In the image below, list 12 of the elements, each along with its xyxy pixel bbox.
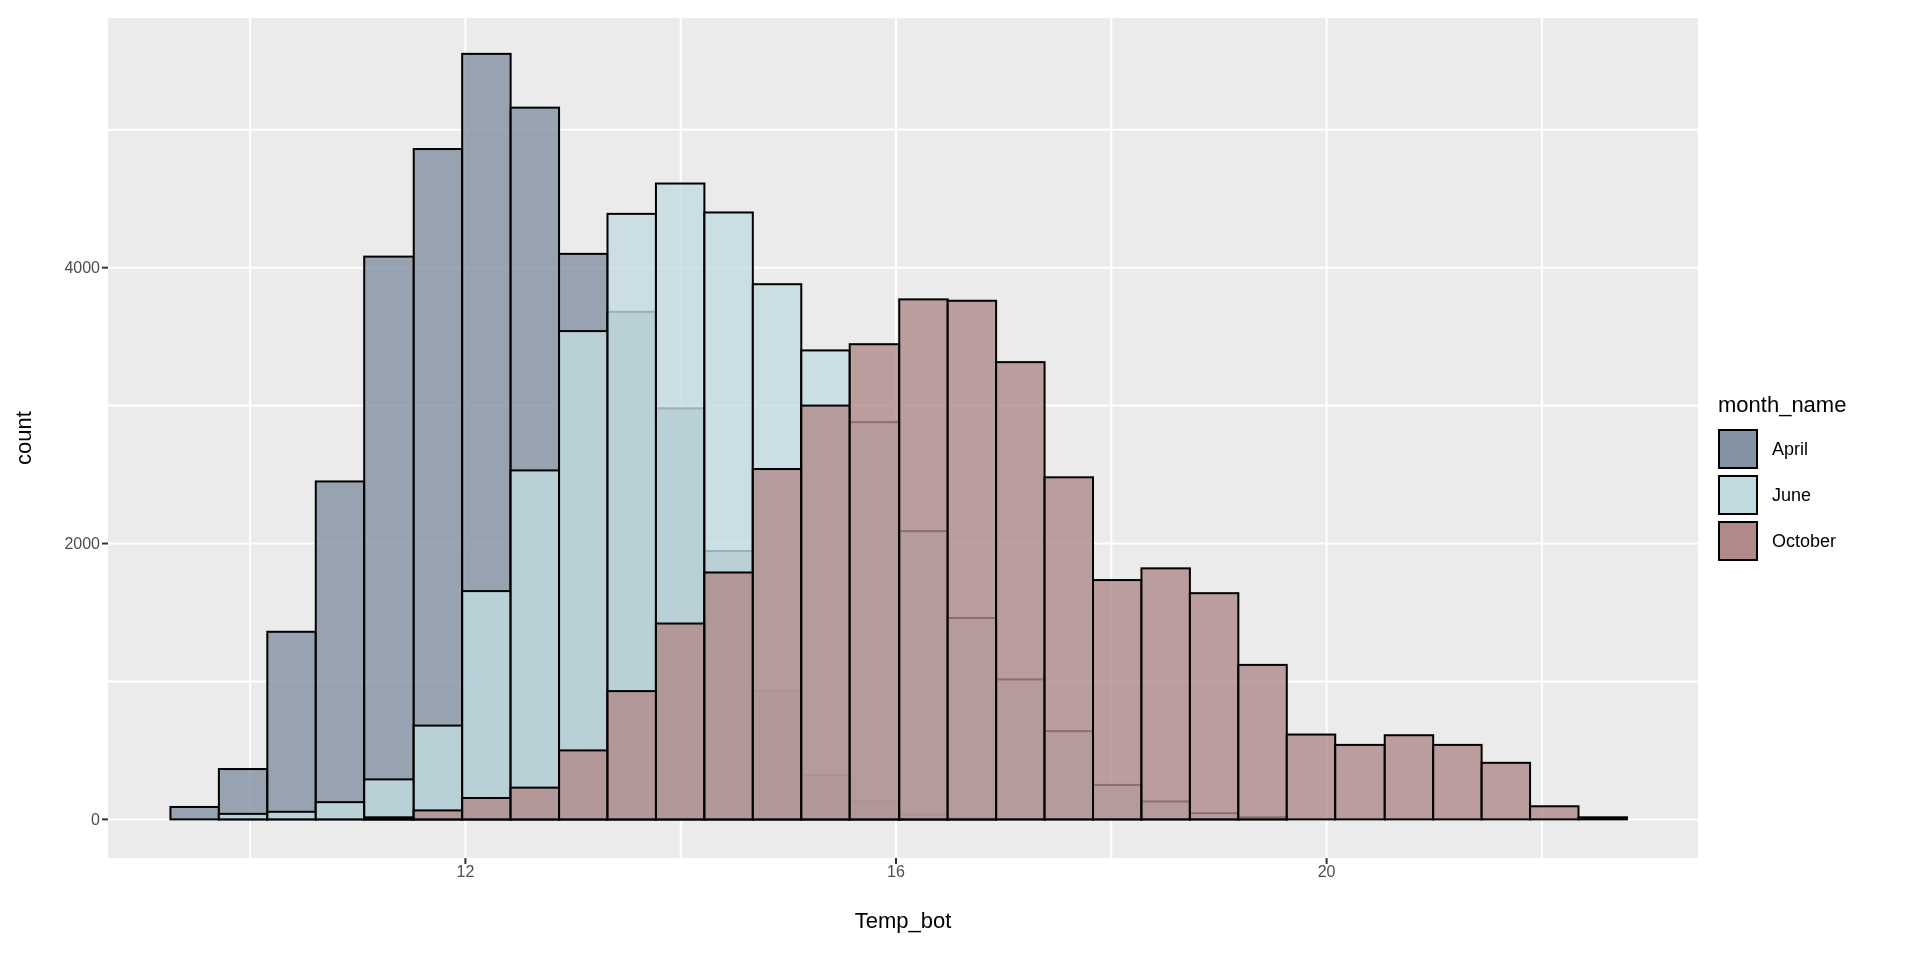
y-tick-label: 0 (91, 811, 101, 829)
y-tick-label: 4000 (64, 259, 101, 277)
x-tick-label: 12 (456, 863, 475, 881)
x-tick-label: 20 (1317, 863, 1336, 881)
legend-label: April (1772, 438, 1809, 460)
x-tick-label: 16 (887, 863, 905, 881)
x-axis-title: Temp_bot (854, 908, 952, 933)
y-tick-label: 2000 (64, 535, 101, 553)
legend-title: month_name (1718, 392, 1847, 418)
legend-label: October (1772, 530, 1837, 552)
legend-label: June (1772, 484, 1812, 506)
y-axis-title: count (10, 411, 36, 465)
